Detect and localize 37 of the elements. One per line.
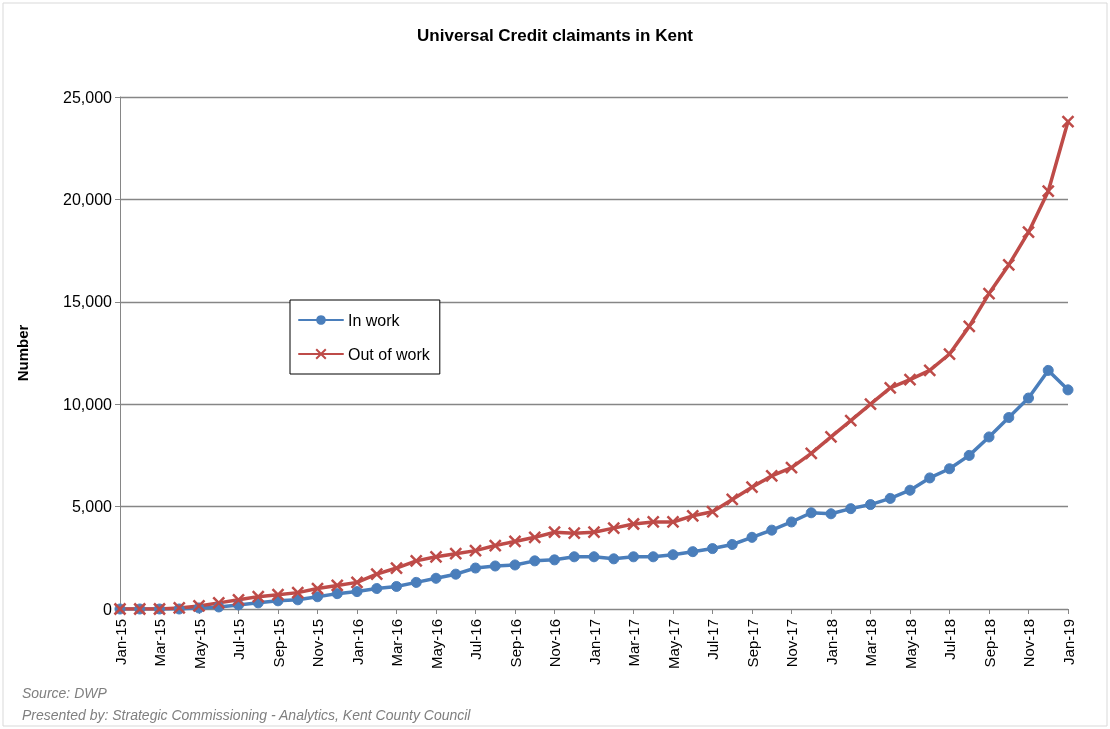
y-tick-label: 5,000	[71, 498, 113, 516]
y-tick-label: 0	[103, 600, 113, 618]
y-axis-title: Number	[14, 324, 31, 382]
x-tick-label: Mar-17	[625, 619, 642, 667]
x-tick-label: Jan-17	[585, 619, 603, 665]
x-tick-label: Jan-18	[822, 619, 840, 665]
x-tick-label: Mar-16	[388, 619, 405, 667]
x-tick-label: Sep-16	[506, 619, 524, 668]
x-tick-label: Jul-18	[941, 619, 958, 660]
source-note: Source: DWP	[22, 685, 108, 701]
y-tick-label: 25,000	[63, 88, 113, 106]
y-tick-label: 20,000	[63, 190, 113, 208]
x-tick-label: Jul-15	[230, 619, 247, 660]
x-tick-label: Sep-15	[269, 619, 287, 668]
x-tick-label: Jul-17	[704, 619, 721, 660]
x-tick-label: Nov-18	[1020, 619, 1037, 668]
x-tick-label: Jul-16	[467, 619, 484, 660]
x-tick-label: Jan-19	[1059, 619, 1077, 665]
legend-label: Out of work	[348, 345, 431, 363]
x-tick-label: May-15	[190, 619, 208, 670]
x-tick-label: Jan-15	[111, 619, 129, 665]
legend-label: In work	[348, 311, 401, 329]
x-tick-label: Mar-18	[862, 619, 879, 667]
x-tick-label: May-18	[901, 619, 919, 670]
x-tick-label: Jan-16	[348, 619, 366, 665]
x-tick-label: May-17	[664, 619, 682, 670]
chart-title: Universal Credit claimants in Kent	[417, 26, 694, 45]
y-tick-label: 10,000	[63, 395, 113, 413]
x-tick-label: Mar-15	[151, 619, 168, 667]
x-tick-label: Nov-15	[309, 619, 326, 668]
x-tick-label: Sep-17	[743, 619, 761, 668]
x-tick-label: Nov-16	[546, 619, 563, 668]
x-tick-label: Nov-17	[783, 619, 800, 668]
y-tick-label: 15,000	[63, 293, 113, 311]
x-tick-label: Sep-18	[980, 619, 998, 668]
x-tick-label: May-16	[427, 619, 445, 670]
text: Presented by: Strategic Commissioning - Analytics, Kent County Council	[22, 707, 472, 723]
